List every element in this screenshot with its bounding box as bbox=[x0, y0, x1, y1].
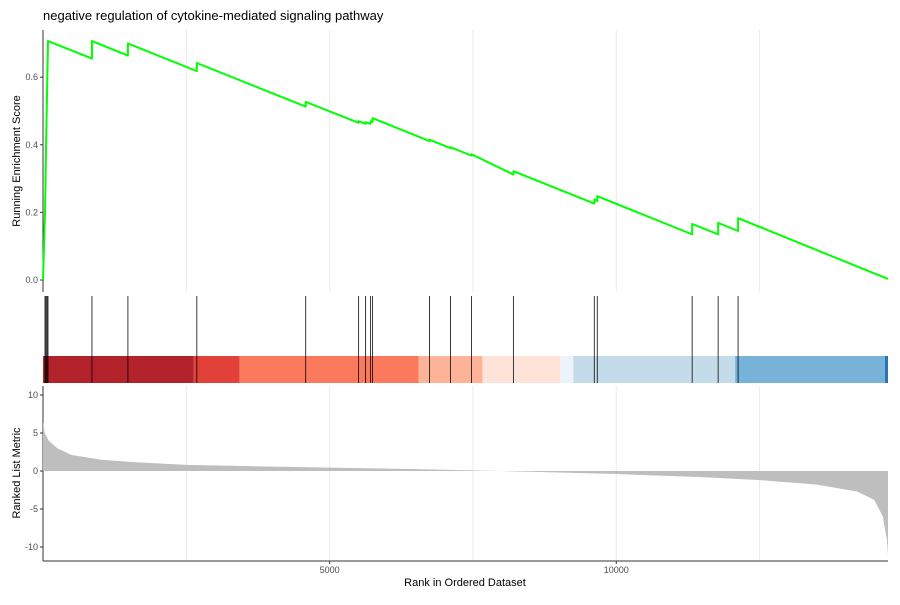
rank-color-band bbox=[560, 356, 574, 383]
y-tick-label-top: 0.6 bbox=[25, 72, 38, 82]
y-axis-title-bottom: Ranked List Metric bbox=[11, 427, 23, 519]
rank-color-band bbox=[735, 356, 885, 383]
ranked-metric-area bbox=[43, 421, 888, 555]
rank-color-band bbox=[193, 356, 240, 383]
y-tick-label-top: 0.4 bbox=[25, 140, 38, 150]
rank-color-band bbox=[884, 356, 888, 383]
y-axis-title-top: Running Enrichment Score bbox=[11, 95, 23, 226]
y-tick-label-top: 0.0 bbox=[25, 275, 38, 285]
grid-lines bbox=[185, 30, 761, 560]
rank-color-band bbox=[573, 356, 736, 383]
y-tick-label-bottom: -5 bbox=[30, 504, 38, 514]
y-tick-label-bottom: 5 bbox=[33, 428, 38, 438]
y-tick-label-bottom: -10 bbox=[25, 542, 38, 552]
x-tick-label: 5000 bbox=[320, 565, 340, 575]
hits-panel bbox=[43, 296, 888, 383]
y-tick-label-bottom: 0 bbox=[33, 466, 38, 476]
running-es-panel: 0.0 0.2 0.4 0.6 bbox=[25, 30, 889, 292]
x-tick-label: 10000 bbox=[604, 565, 629, 575]
x-axis-title: Rank in Ordered Dataset bbox=[404, 577, 526, 589]
rank-color-band bbox=[239, 356, 419, 383]
rank-color-band bbox=[482, 356, 561, 383]
y-tick-label-top: 0.2 bbox=[25, 207, 38, 217]
running-es-line bbox=[42, 40, 889, 281]
rank-color-band bbox=[43, 356, 194, 383]
y-tick-label-bottom: 10 bbox=[28, 390, 38, 400]
chart-title: negative regulation of cytokine-mediated… bbox=[43, 8, 384, 23]
ranked-metric-panel: 10 5 0 -5 -10 5000 10000 bbox=[25, 386, 888, 575]
